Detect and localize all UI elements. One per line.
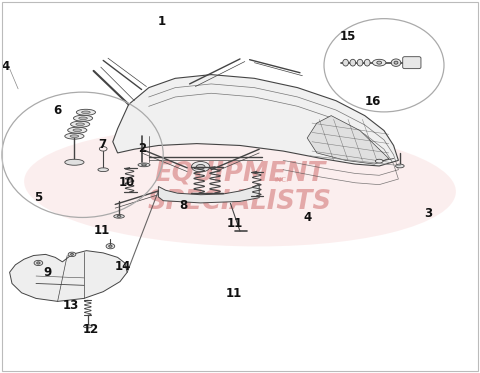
Text: 5: 5 <box>34 191 42 204</box>
Ellipse shape <box>73 115 93 121</box>
Ellipse shape <box>84 325 92 328</box>
Text: EQUIPMENT: EQUIPMENT <box>155 160 325 186</box>
Ellipse shape <box>34 260 43 266</box>
Ellipse shape <box>391 59 401 66</box>
Text: 7: 7 <box>98 138 106 151</box>
Ellipse shape <box>71 121 90 127</box>
Text: 6: 6 <box>53 104 62 116</box>
Ellipse shape <box>357 59 363 66</box>
Text: 11: 11 <box>226 288 242 300</box>
Ellipse shape <box>68 127 87 133</box>
Ellipse shape <box>350 59 356 66</box>
Ellipse shape <box>106 244 115 249</box>
Ellipse shape <box>76 109 96 115</box>
Text: 8: 8 <box>179 200 188 212</box>
Text: 2: 2 <box>139 142 146 155</box>
Polygon shape <box>307 116 389 164</box>
Ellipse shape <box>73 129 82 131</box>
Ellipse shape <box>82 111 90 113</box>
Ellipse shape <box>192 162 210 172</box>
Ellipse shape <box>68 252 76 257</box>
Text: 14: 14 <box>115 260 132 273</box>
Ellipse shape <box>117 216 121 217</box>
Ellipse shape <box>65 133 84 139</box>
Text: 12: 12 <box>83 323 99 336</box>
FancyBboxPatch shape <box>403 57 421 69</box>
Polygon shape <box>113 75 398 166</box>
Ellipse shape <box>372 59 386 66</box>
Ellipse shape <box>138 163 150 167</box>
Ellipse shape <box>71 254 73 255</box>
Ellipse shape <box>98 168 108 172</box>
Text: 3: 3 <box>425 207 432 220</box>
Ellipse shape <box>394 61 398 64</box>
Polygon shape <box>10 251 127 301</box>
Text: 11: 11 <box>227 217 243 229</box>
Ellipse shape <box>79 117 87 119</box>
Text: 4: 4 <box>1 60 10 73</box>
Ellipse shape <box>76 123 84 125</box>
Polygon shape <box>158 184 259 203</box>
Ellipse shape <box>114 214 124 218</box>
Text: 15: 15 <box>339 30 356 43</box>
Text: 1: 1 <box>158 15 166 28</box>
Ellipse shape <box>24 126 456 247</box>
Ellipse shape <box>377 61 382 64</box>
Ellipse shape <box>108 245 112 247</box>
Ellipse shape <box>65 159 84 165</box>
Text: 9: 9 <box>44 266 52 279</box>
Ellipse shape <box>196 164 205 169</box>
Text: INC.: INC. <box>275 177 289 183</box>
Ellipse shape <box>36 262 40 264</box>
Text: 10: 10 <box>119 176 135 189</box>
Text: 4: 4 <box>303 211 312 224</box>
Ellipse shape <box>364 59 370 66</box>
Ellipse shape <box>142 164 146 166</box>
Ellipse shape <box>375 159 383 163</box>
Ellipse shape <box>343 59 348 66</box>
Ellipse shape <box>70 135 79 138</box>
Ellipse shape <box>396 164 404 168</box>
Text: SPECIALISTS: SPECIALISTS <box>148 189 332 215</box>
Text: 16: 16 <box>364 95 381 108</box>
Text: 13: 13 <box>63 300 79 312</box>
Text: 11: 11 <box>94 224 110 236</box>
